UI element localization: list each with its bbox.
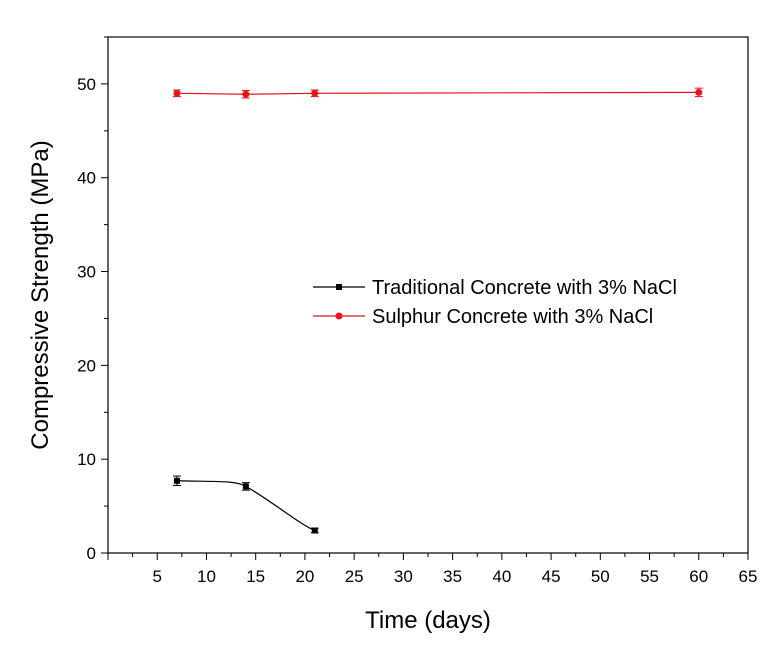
y-tick-label: 20 [77, 356, 96, 375]
data-point [695, 88, 703, 96]
y-tick-label: 10 [77, 450, 96, 469]
x-tick-label: 35 [443, 567, 462, 586]
x-tick-label: 45 [542, 567, 561, 586]
legend-marker-sulphur [335, 312, 343, 320]
x-tick-label: 20 [295, 567, 314, 586]
x-tick-label: 5 [152, 567, 161, 586]
y-tick-label: 50 [77, 75, 96, 94]
legend-label-traditional: Traditional Concrete with 3% NaCl [372, 277, 677, 299]
legend-marker-traditional [336, 284, 342, 290]
y-tick-label: 30 [77, 263, 96, 282]
y-tick-label: 0 [87, 544, 96, 563]
legend: Traditional Concrete with 3% NaCl Sulphu… [313, 277, 677, 328]
data-point [173, 89, 181, 97]
x-tick-label: 50 [591, 567, 610, 586]
data-point [242, 90, 250, 98]
x-tick-label: 10 [197, 567, 216, 586]
series-layer [172, 87, 703, 534]
x-axis-title: Time (days) [365, 607, 491, 634]
x-tick-label: 55 [640, 567, 659, 586]
y-axis-title: Compressive Strength (MPa) [27, 140, 54, 449]
x-tick-label: 30 [394, 567, 413, 586]
y-axis: 0 10 20 30 40 50 [77, 36, 108, 563]
series-line [176, 91, 699, 95]
series-0 [172, 475, 319, 534]
data-point [311, 527, 318, 534]
x-tick-label: 25 [345, 567, 364, 586]
data-point [311, 89, 319, 97]
y-tick-label: 40 [77, 169, 96, 188]
x-tick-label: 40 [492, 567, 511, 586]
x-tick-label: 15 [246, 567, 265, 586]
x-tick-label: 65 [739, 567, 758, 586]
data-point [242, 483, 249, 490]
series-1 [172, 87, 703, 99]
data-point [173, 477, 180, 484]
x-axis: 5 10 15 20 25 30 35 40 45 50 55 60 65 [107, 553, 758, 586]
x-tick-label: 60 [689, 567, 708, 586]
legend-label-sulphur: Sulphur Concrete with 3% NaCl [372, 306, 653, 328]
